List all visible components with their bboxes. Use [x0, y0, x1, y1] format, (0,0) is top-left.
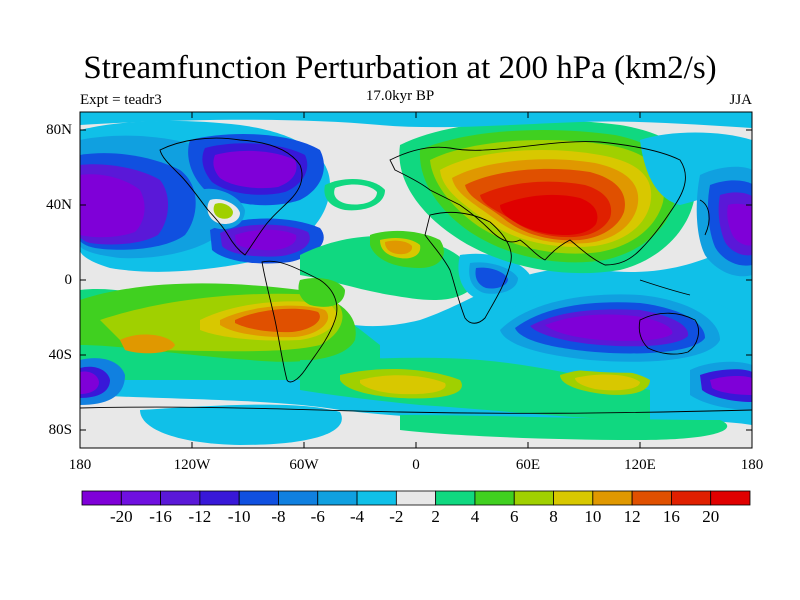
colorbar-swatch	[671, 490, 712, 506]
colorbar-swatch	[710, 490, 751, 506]
colorbar	[81, 490, 751, 506]
colorbar-swatch	[513, 490, 554, 506]
colorbar-tick-label: -12	[188, 507, 212, 526]
colorbar-tick-label: 8	[549, 507, 558, 526]
colorbar-tick-label: 16	[662, 507, 680, 526]
y-tick-label: 80N	[46, 122, 72, 138]
colorbar-swatch	[317, 490, 358, 506]
colorbar-swatch	[474, 490, 515, 506]
colorbar-swatch	[120, 490, 161, 506]
colorbar-tick-label: -8	[271, 507, 286, 526]
colorbar-swatch	[278, 490, 319, 506]
y-tick-label: 0	[64, 272, 73, 288]
colorbar-swatch	[356, 490, 397, 506]
colorbar-swatch	[81, 490, 122, 506]
colorbar-swatch	[238, 490, 279, 506]
experiment-label: Expt = teadr3	[80, 92, 162, 108]
colorbar-tick-label: -20	[109, 507, 133, 526]
axis-ticks	[80, 112, 752, 448]
colorbar-tick-label: -6	[310, 507, 325, 526]
x-tick-label: 180	[68, 457, 92, 473]
colorbar-tick-label: -4	[349, 507, 365, 526]
colorbar-swatch	[631, 490, 672, 506]
colorbar-tick-label: 6	[509, 507, 519, 526]
season-label: JJA	[729, 92, 752, 108]
x-tick-label: 180	[740, 457, 764, 473]
y-tick-label: 80S	[48, 422, 72, 438]
colorbar-swatch	[160, 490, 201, 506]
streamfunction-field	[80, 112, 752, 448]
colorbar-tick-label: 20	[702, 507, 720, 526]
coastlines	[80, 137, 752, 414]
colorbar-swatch	[592, 490, 633, 506]
colorbar-tick-label: 4	[470, 507, 480, 526]
colorbar-tick-label: 12	[623, 507, 641, 526]
colorbar-tick-label: -16	[149, 507, 172, 526]
colorbar-tick-label: 2	[431, 507, 440, 526]
colorbar-tick-label: 10	[584, 507, 602, 526]
colorbar-swatch	[553, 490, 594, 506]
plot-title: Streamfunction Perturbation at 200 hPa (…	[83, 50, 717, 86]
x-tick-label: 120W	[173, 457, 211, 473]
colorbar-swatch	[435, 490, 476, 506]
colorbar-swatch	[199, 490, 240, 506]
x-tick-label: 60E	[515, 457, 541, 473]
x-tick-label: 0	[412, 457, 420, 473]
colorbar-tick-label: -10	[227, 507, 251, 526]
time-label: 17.0kyr BP	[365, 88, 435, 104]
x-tick-label: 60W	[289, 457, 319, 473]
y-tick-label: 40N	[46, 197, 72, 213]
colorbar-tick-label: -2	[389, 507, 404, 526]
colorbar-swatch	[395, 490, 437, 506]
y-tick-label: 40S	[48, 347, 72, 363]
x-tick-label: 120E	[624, 457, 656, 473]
